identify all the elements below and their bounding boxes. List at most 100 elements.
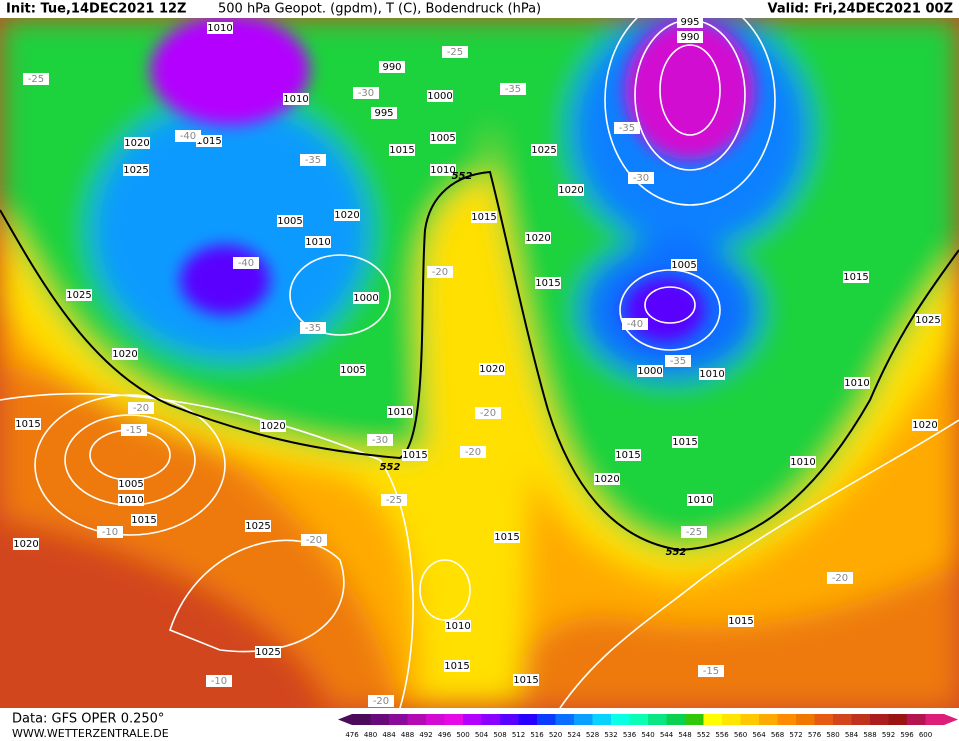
map-label: 1010	[844, 378, 869, 389]
scale-swatch	[500, 714, 519, 725]
scale-label: 568	[771, 731, 784, 739]
scale-label: 480	[364, 731, 377, 739]
scale-label: 520	[549, 731, 562, 739]
scale-swatch	[722, 714, 741, 725]
header-bar	[0, 0, 959, 18]
label-box	[427, 90, 453, 102]
map-label: -15	[703, 666, 719, 677]
label-box	[128, 402, 154, 414]
map-label: 1010	[699, 369, 724, 380]
isobar	[289, 254, 391, 336]
map-label: 1020	[594, 474, 619, 485]
label-box	[112, 348, 138, 360]
map-label: 1020	[479, 364, 504, 375]
map-label: 1015	[615, 450, 640, 461]
map-label: 1020	[558, 185, 583, 196]
init-time: Init: Tue,14DEC2021 12Z	[6, 2, 186, 17]
label-box	[131, 514, 157, 526]
label-box	[389, 144, 415, 156]
scale-label: 564	[752, 731, 766, 739]
map-label: 1025	[255, 647, 280, 658]
label-box	[594, 473, 620, 485]
map-label: 1005	[277, 216, 302, 227]
map-field: 1010 990 1010 995 1000 1005 1015 1010 1015 1020 10…	[0, 18, 959, 708]
label-box	[121, 424, 147, 436]
label-box	[206, 675, 232, 687]
label-box	[494, 531, 520, 543]
scale-swatch	[537, 714, 556, 725]
scale-label: 516	[530, 731, 544, 739]
map-label: 1010	[687, 495, 712, 506]
label-box	[728, 615, 754, 627]
scale-swatch	[796, 714, 815, 725]
scale-swatch	[907, 714, 926, 725]
scale-swatch	[481, 714, 501, 725]
scale-swatch	[759, 714, 778, 725]
map-label: 1020	[260, 421, 285, 432]
scale-label: 584	[845, 731, 859, 739]
label-box	[460, 446, 486, 458]
map-label: 1010	[283, 94, 308, 105]
label-box	[123, 164, 149, 176]
isobar	[604, 18, 776, 206]
scale-swatch	[777, 714, 797, 725]
scale-swatch	[518, 714, 538, 725]
map-label: 1015	[15, 419, 40, 430]
map-label: -25	[447, 47, 463, 58]
label-box	[525, 232, 551, 244]
map-label: 1010	[430, 165, 455, 176]
map-label: 1020	[912, 420, 937, 431]
label-box	[535, 277, 561, 289]
map-label: -40	[180, 131, 196, 142]
map-label: 1010	[445, 621, 470, 632]
label-box	[97, 526, 123, 538]
map-label: 1025	[915, 315, 940, 326]
label-box	[500, 83, 526, 95]
label-box	[614, 122, 640, 134]
map-label: 990	[382, 62, 401, 73]
scale-swatch	[444, 714, 464, 725]
map-label: 1025	[66, 290, 91, 301]
label-box	[118, 478, 144, 490]
scale-label: 492	[419, 731, 432, 739]
map-label: -20	[133, 403, 149, 414]
map-label: -40	[238, 258, 254, 269]
field-magenta-east	[625, 20, 755, 160]
map-label: 1015	[728, 616, 753, 627]
label-box	[245, 520, 271, 532]
scale-label: 504	[475, 731, 489, 739]
label-box	[66, 289, 92, 301]
scale-swatch	[870, 714, 889, 725]
scale-swatch	[629, 714, 649, 725]
map-label: 1000	[427, 91, 452, 102]
scale-arrow-right	[944, 714, 958, 725]
field-violet-west	[150, 18, 310, 125]
label-box	[305, 236, 331, 248]
map-label: 1005	[671, 260, 696, 271]
map-label: -20	[465, 447, 481, 458]
map-label: 1005	[118, 479, 143, 490]
scale-label: 500	[456, 731, 469, 739]
scale-label: 488	[401, 731, 414, 739]
map-label: 1005	[340, 365, 365, 376]
label-box	[430, 132, 456, 144]
label-box	[558, 184, 584, 196]
map-label: 552	[380, 462, 401, 473]
scale-swatch	[851, 714, 871, 725]
label-box	[371, 107, 397, 119]
map-label: -35	[505, 84, 521, 95]
label-box	[207, 22, 233, 34]
scale-swatch	[574, 714, 593, 725]
label-box	[672, 436, 698, 448]
label-box	[827, 572, 853, 584]
label-box	[681, 526, 707, 538]
label-box	[790, 456, 816, 468]
map-label: -35	[619, 123, 635, 134]
label-box	[124, 137, 150, 149]
map-label: 1005	[430, 133, 455, 144]
map-label: 1025	[245, 521, 270, 532]
scale-swatch	[833, 714, 852, 725]
label-box	[300, 154, 326, 166]
scale-swatch	[814, 714, 834, 725]
map-label: -30	[358, 88, 374, 99]
